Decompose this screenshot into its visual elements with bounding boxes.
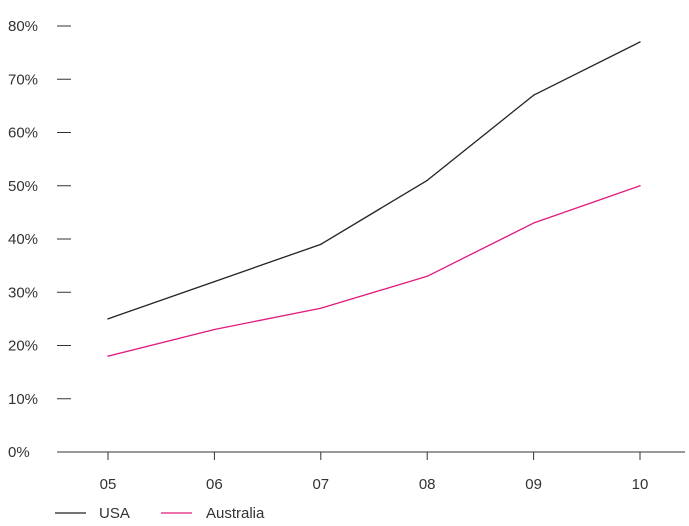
y-axis: 0% 10% 20% 30% 40% 50% 60% 70% 80% (8, 18, 71, 461)
legend-item: Australia (161, 505, 265, 522)
legend-label: Australia (206, 505, 265, 522)
data-point (639, 185, 641, 187)
data-point (320, 243, 322, 245)
x-tick-label: 09 (525, 476, 542, 493)
data-point (107, 355, 109, 357)
legend-label: USA (99, 505, 130, 522)
y-tick-label: 70% (8, 71, 38, 88)
series-line (107, 41, 641, 320)
y-tick-label: 60% (8, 125, 38, 142)
data-point (213, 328, 215, 331)
y-tick-label: 30% (8, 284, 38, 301)
x-tick-label: 10 (632, 476, 649, 493)
x-tick-label: 07 (312, 476, 329, 493)
y-tick-label: 40% (8, 231, 38, 248)
data-point (533, 94, 535, 96)
series-usa (107, 41, 641, 320)
y-tick-label: 20% (8, 338, 38, 355)
data-point (213, 281, 215, 283)
y-tick-label: 10% (8, 391, 38, 408)
data-point (320, 307, 322, 309)
data-point (426, 179, 428, 182)
data-point (639, 41, 641, 43)
series-australia (107, 185, 641, 357)
y-tick-label: 0% (8, 444, 30, 461)
y-tick-label: 80% (8, 18, 38, 35)
x-tick-label: 05 (100, 476, 117, 493)
legend-item: USA (55, 505, 130, 522)
data-point (107, 318, 109, 320)
series-layer (107, 41, 641, 357)
series-line (107, 185, 641, 357)
data-point (426, 275, 428, 277)
x-tick-label: 08 (419, 476, 436, 493)
x-tick-label: 06 (206, 476, 223, 493)
data-point (533, 222, 535, 224)
x-axis: 05 06 07 08 09 10 (57, 451, 685, 493)
y-tick-label: 50% (8, 178, 38, 195)
legend: USA Australia (55, 505, 265, 522)
